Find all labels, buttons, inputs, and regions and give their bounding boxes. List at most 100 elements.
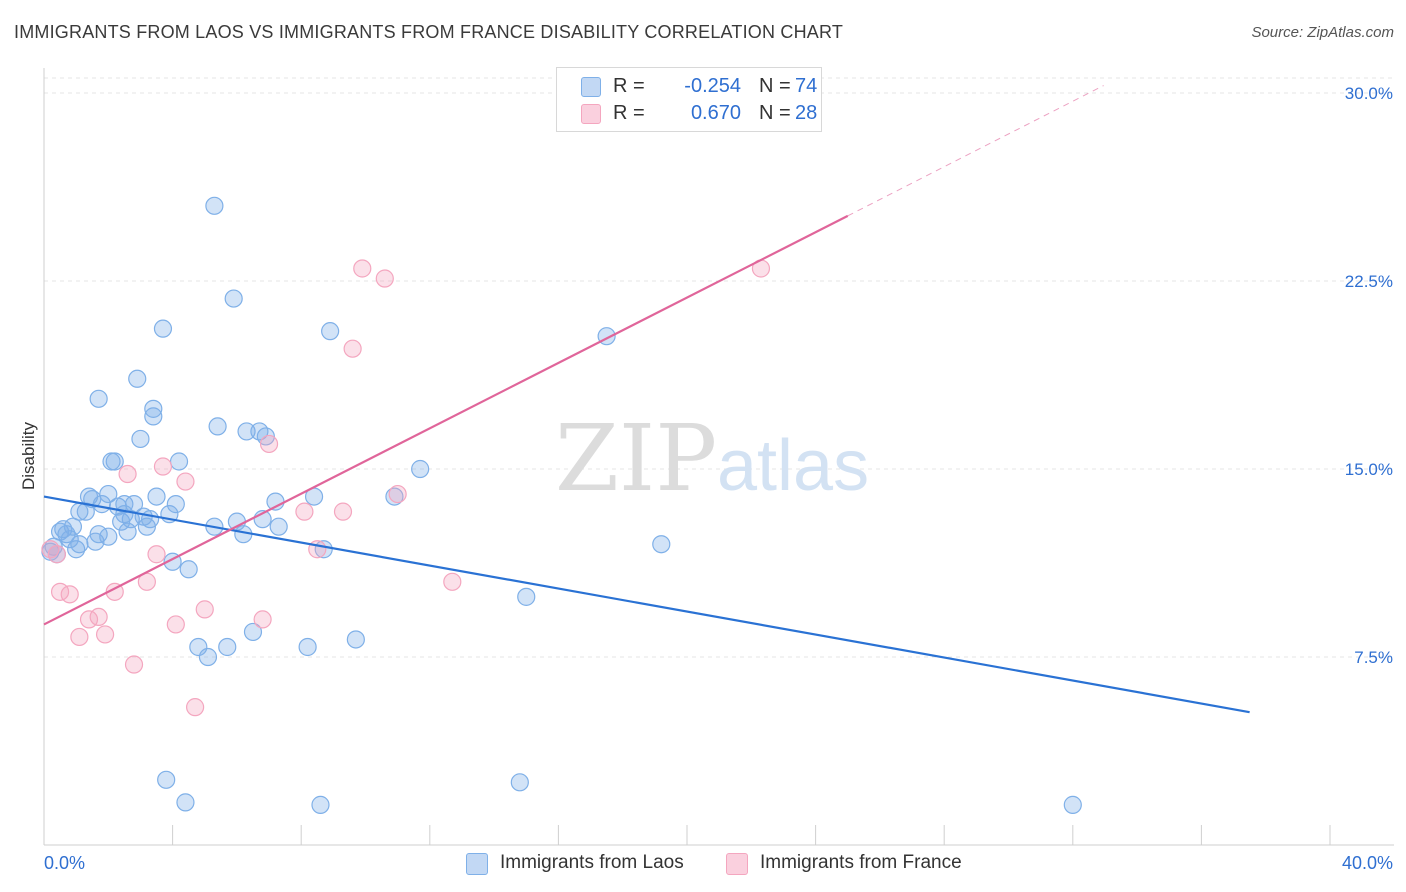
france-point	[47, 545, 66, 564]
laos-point	[411, 459, 430, 479]
laos-point	[70, 535, 89, 554]
chart-title: IMMIGRANTS FROM LAOS VS IMMIGRANTS FROM …	[14, 22, 844, 42]
laos-point	[269, 517, 288, 536]
france-point	[60, 585, 79, 604]
france-point	[333, 502, 353, 521]
france-point	[124, 655, 144, 674]
laos-point	[115, 505, 134, 524]
laos-point	[224, 289, 243, 308]
legend-label-france: Immigrants from France	[760, 852, 962, 873]
laos-point	[298, 637, 317, 657]
r-label: R =	[613, 75, 645, 97]
swatch-france	[581, 104, 601, 124]
france-point	[89, 607, 108, 627]
stats-box: R = -0.254 N = 74 R = 0.670 N = 28	[556, 67, 822, 132]
laos-point	[321, 322, 340, 341]
y-axis-label: Disability	[19, 421, 38, 490]
laos-point	[385, 487, 404, 506]
laos-point	[99, 484, 118, 504]
laos-point	[218, 637, 237, 657]
laos-point	[179, 560, 198, 579]
laos-point	[176, 793, 195, 812]
legend-swatch-laos	[466, 853, 488, 875]
laos-point	[105, 452, 124, 471]
x-tick-label-max: 40.0%	[1342, 853, 1393, 873]
swatch-laos	[581, 77, 601, 97]
n-label: N =	[759, 75, 791, 97]
y-tick-label: 30.0%	[1345, 84, 1393, 103]
laos-trend-line	[43, 495, 1250, 714]
france-point	[166, 615, 185, 634]
france-point	[259, 434, 279, 454]
gridlines	[44, 77, 1394, 658]
laos-point	[1063, 795, 1082, 814]
laos-point	[243, 622, 263, 642]
r-label: R =	[613, 102, 645, 124]
laos-point	[157, 770, 176, 789]
laos-point	[346, 630, 365, 649]
x-tick-label-min: 0.0%	[44, 853, 85, 873]
legend-label-laos: Immigrants from Laos	[500, 852, 684, 873]
france-point	[153, 457, 173, 476]
laos-point	[63, 517, 83, 536]
france-trend-line	[43, 214, 849, 626]
laos-point	[128, 369, 147, 388]
laos-point	[198, 647, 218, 667]
trend-lines	[43, 85, 1250, 714]
laos-point	[153, 319, 173, 338]
laos-point	[208, 417, 227, 436]
laos-point	[144, 407, 163, 426]
france-trend-extension	[847, 85, 1104, 217]
france-point	[95, 625, 115, 644]
y-tick-labels: 7.5% 15.0% 22.5% 30.0%	[1345, 84, 1393, 667]
y-tick-label: 15.0%	[1345, 460, 1393, 479]
laos-point	[131, 429, 150, 449]
laos-point	[70, 502, 89, 521]
y-tick-label: 7.5%	[1354, 648, 1393, 667]
france-point	[295, 502, 314, 521]
france-point	[443, 572, 462, 591]
n-value-laos: 74	[795, 75, 818, 97]
n-value-france: 28	[795, 102, 818, 124]
laos-point	[140, 510, 160, 529]
laos-point	[144, 399, 163, 418]
laos-point	[517, 587, 536, 606]
laos-point	[652, 535, 671, 554]
france-point	[388, 484, 407, 504]
laos-point	[57, 525, 76, 544]
r-value-france: 0.670	[690, 102, 741, 124]
laos-point	[510, 773, 529, 792]
y-tick-label: 22.5%	[1345, 272, 1393, 291]
laos-point	[227, 512, 246, 531]
n-label: N =	[759, 102, 791, 124]
laos-point	[147, 487, 166, 506]
france-point	[343, 339, 362, 358]
france-point	[195, 600, 214, 619]
watermark: ZIP atlas	[555, 405, 869, 512]
laos-point	[311, 795, 330, 814]
france-point	[253, 610, 272, 629]
laos-point	[237, 422, 256, 441]
france-point	[176, 472, 195, 491]
laos-point	[166, 495, 185, 514]
series-france-points	[41, 259, 771, 717]
watermark-atlas: atlas	[717, 426, 869, 506]
laos-point	[169, 452, 189, 471]
legend-swatch-france	[726, 853, 748, 875]
france-point	[118, 464, 137, 484]
france-point	[375, 269, 394, 288]
france-point	[147, 545, 166, 564]
laos-point	[115, 495, 134, 514]
france-point	[70, 627, 89, 647]
laos-point	[67, 540, 86, 559]
watermark-zip: ZIP	[555, 405, 717, 512]
r-value-laos: -0.254	[684, 75, 741, 97]
laos-point	[205, 196, 224, 215]
axes	[43, 68, 1394, 846]
laos-point	[99, 527, 118, 546]
chart-source: Source: ZipAtlas.com	[1251, 24, 1394, 41]
laos-point	[89, 389, 108, 408]
france-point	[353, 259, 372, 278]
france-point	[186, 698, 205, 717]
